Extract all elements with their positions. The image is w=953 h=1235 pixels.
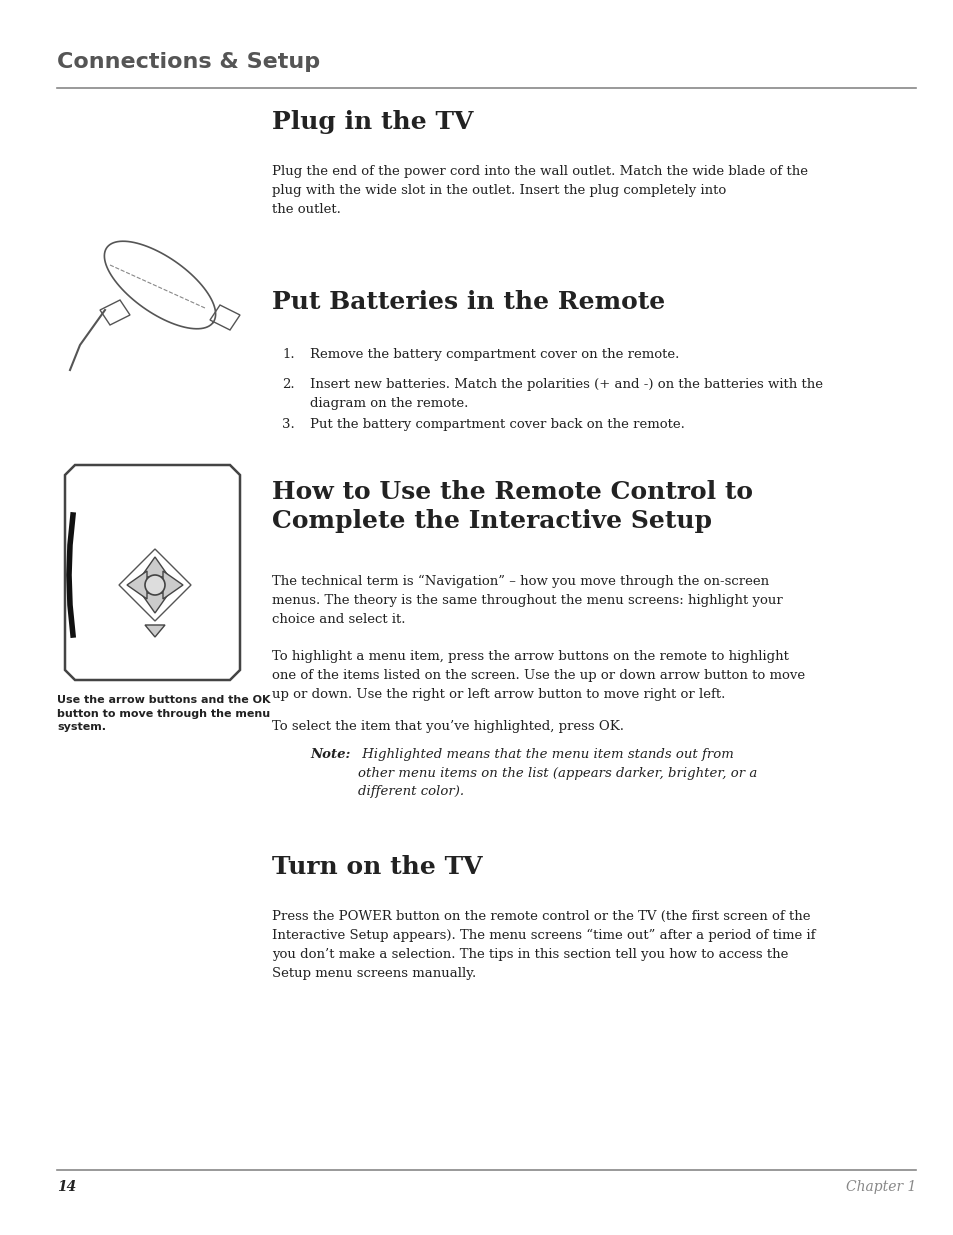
Text: To select the item that you’ve highlighted, press OK.: To select the item that you’ve highlight… [272, 720, 623, 734]
Circle shape [145, 576, 165, 595]
Text: Press the POWER button on the remote control or the TV (the first screen of the
: Press the POWER button on the remote con… [272, 910, 815, 981]
Text: Connections & Setup: Connections & Setup [57, 52, 320, 72]
Polygon shape [141, 593, 169, 613]
Text: To highlight a menu item, press the arrow buttons on the remote to highlight
one: To highlight a menu item, press the arro… [272, 650, 804, 701]
Text: Use the arrow buttons and the OK
button to move through the menu
system.: Use the arrow buttons and the OK button … [57, 695, 271, 732]
Text: Plug the end of the power cord into the wall outlet. Match the wide blade of the: Plug the end of the power cord into the … [272, 165, 807, 216]
Text: 2.: 2. [282, 378, 294, 391]
Text: Put Batteries in the Remote: Put Batteries in the Remote [272, 290, 664, 314]
Text: The technical term is “Navigation” – how you move through the on-screen
menus. T: The technical term is “Navigation” – how… [272, 576, 781, 626]
Text: Chapter 1: Chapter 1 [844, 1179, 915, 1194]
Text: Put the battery compartment cover back on the remote.: Put the battery compartment cover back o… [310, 417, 684, 431]
Text: How to Use the Remote Control to
Complete the Interactive Setup: How to Use the Remote Control to Complet… [272, 480, 752, 532]
PathPatch shape [65, 466, 240, 680]
Polygon shape [145, 625, 165, 637]
Text: Highlighted means that the menu item stands out from
other menu items on the lis: Highlighted means that the menu item sta… [357, 748, 757, 798]
Polygon shape [163, 571, 183, 599]
Text: Note:: Note: [310, 748, 350, 761]
Polygon shape [127, 571, 147, 599]
Text: Remove the battery compartment cover on the remote.: Remove the battery compartment cover on … [310, 348, 679, 361]
Text: Plug in the TV: Plug in the TV [272, 110, 473, 135]
Text: 3.: 3. [282, 417, 294, 431]
Text: Turn on the TV: Turn on the TV [272, 855, 482, 879]
Text: 1.: 1. [282, 348, 294, 361]
Polygon shape [141, 557, 169, 577]
Text: Insert new batteries. Match the polarities (+ and -) on the batteries with the
d: Insert new batteries. Match the polariti… [310, 378, 822, 410]
Text: 14: 14 [57, 1179, 76, 1194]
